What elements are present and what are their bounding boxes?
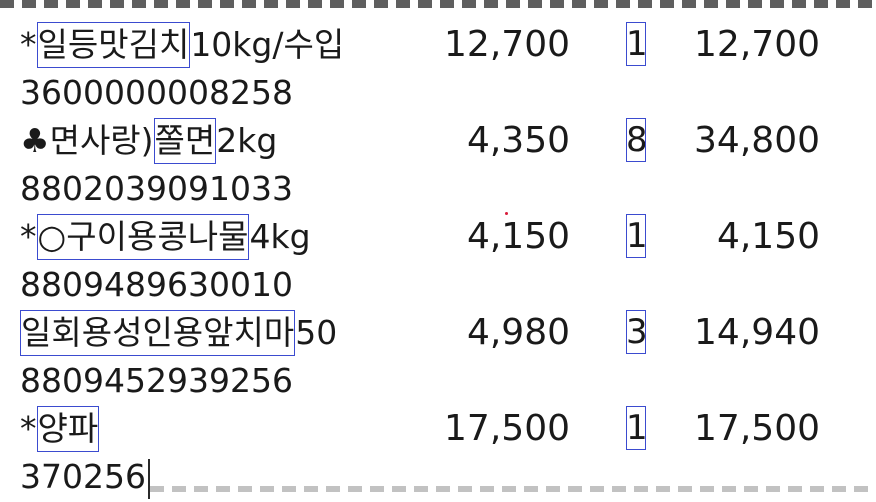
receipt-item: *일등맛김치10kg/수입 3600000008258 12,700 1 12,… — [0, 22, 876, 118]
item-barcode-text: 370256 — [20, 457, 146, 496]
item-name: *일등맛김치10kg/수입 — [20, 22, 344, 68]
item-barcode: 8802039091033 — [20, 169, 293, 208]
item-name-highlight: 양파 — [36, 406, 100, 452]
item-quantity: 3 — [626, 310, 648, 354]
barcode-end-marker — [147, 458, 150, 499]
item-name-prefix: * — [20, 25, 37, 64]
item-name-highlight: 일회용성인용앞치마 — [20, 310, 296, 356]
item-name-prefix: * — [20, 217, 37, 256]
item-name-suffix: 4kg — [249, 217, 311, 256]
item-barcode: 8809489630010 — [20, 265, 293, 304]
item-quantity: 8 — [626, 118, 648, 162]
receipt-item: *○구이용콩나물4kg 8809489630010 4,150 1 4,150 — [0, 214, 876, 310]
item-name-highlight: 쫄면 — [153, 118, 217, 164]
receipt-item: 일회용성인용앞치마50 8809452939256 4,980 3 14,940 — [0, 310, 876, 406]
item-quantity: 1 — [626, 406, 648, 450]
item-name: *양파 — [20, 406, 100, 452]
item-name: *○구이용콩나물4kg — [20, 214, 311, 260]
bottom-dashed-divider — [150, 486, 876, 492]
receipt-item: ♣면사랑)쫄면2kg 8802039091033 4,350 8 34,800 — [0, 118, 876, 214]
item-unit-price: 4,980 — [466, 312, 570, 353]
item-unit-price: 4,150 — [466, 216, 570, 257]
item-barcode: 370256 — [20, 454, 150, 500]
item-name-prefix: * — [20, 409, 37, 448]
item-name-suffix: 2kg — [216, 121, 278, 160]
item-name-highlight: 일등맛김치 — [36, 22, 191, 68]
red-dot-mark — [505, 212, 508, 215]
top-dashed-divider — [0, 0, 876, 8]
item-name-highlight: ○구이용콩나물 — [36, 214, 250, 260]
item-unit-price: 17,500 — [444, 408, 570, 449]
item-name-suffix: 50 — [295, 313, 338, 352]
item-name-suffix: 10kg/수입 — [190, 25, 345, 64]
item-name: ♣면사랑)쫄면2kg — [20, 118, 277, 164]
item-quantity: 1 — [626, 214, 648, 258]
receipt-items: *일등맛김치10kg/수입 3600000008258 12,700 1 12,… — [0, 22, 876, 502]
item-barcode: 3600000008258 — [20, 73, 293, 112]
item-amount: 12,700 — [694, 24, 820, 65]
item-unit-price: 4,350 — [466, 120, 570, 161]
item-name: 일회용성인용앞치마50 — [20, 310, 337, 356]
item-unit-price: 12,700 — [444, 24, 570, 65]
receipt-item: *양파 370256 17,500 1 17,500 — [0, 406, 876, 502]
item-amount: 14,940 — [694, 312, 820, 353]
item-amount: 17,500 — [694, 408, 820, 449]
item-amount: 4,150 — [716, 216, 820, 257]
item-amount: 34,800 — [694, 120, 820, 161]
item-name-prefix: ♣면사랑) — [20, 121, 154, 160]
item-barcode: 8809452939256 — [20, 361, 293, 400]
item-quantity: 1 — [626, 22, 648, 66]
